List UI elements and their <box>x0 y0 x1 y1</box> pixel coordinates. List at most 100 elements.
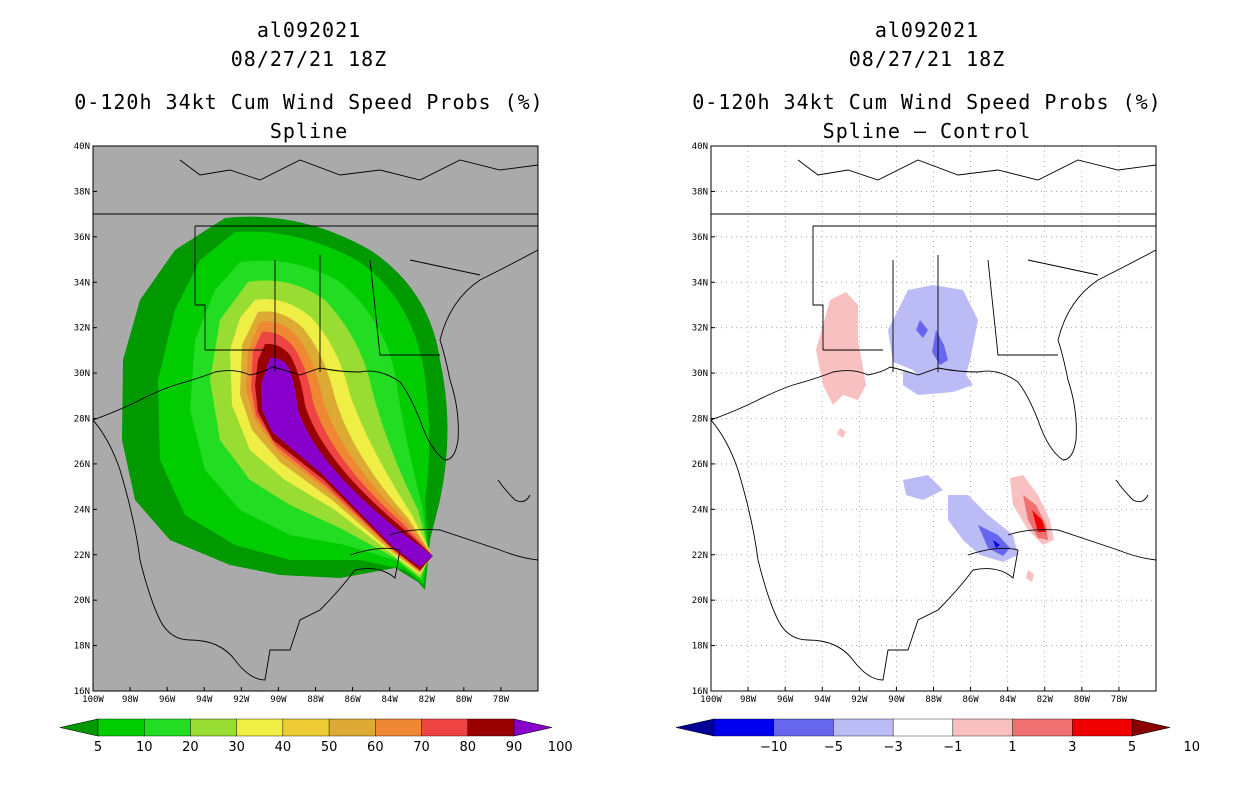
colorbar-swatch <box>1012 718 1073 737</box>
colorbar-label: 50 <box>321 740 338 755</box>
lat-label: 26N <box>692 460 708 470</box>
product-title: 0-120h 34kt Cum Wind Speed Probs (%) <box>692 90 1162 114</box>
difference-panel: al092021 08/27/21 18Z 0-120h 34kt Cum Wi… <box>618 0 1236 800</box>
lon-label: 96W <box>777 695 794 705</box>
colorbar-label: 30 <box>228 740 245 755</box>
colorbar: −10 −5 −3 −1 1 3 5 10 <box>675 718 1200 755</box>
colorbar-label: 10 <box>1183 740 1200 755</box>
lat-label: 18N <box>692 642 708 652</box>
axis-ticks: 16N 18N 20N 22N 24N 26N 28N 30N 32N 34N 36N 38N 40N 1… <box>74 142 510 705</box>
datetime: 08/27/21 18Z <box>848 47 1006 71</box>
lon-label: 78W <box>493 695 510 705</box>
lon-label: 78W <box>1111 695 1128 705</box>
lat-label: 36N <box>692 233 708 243</box>
colorbar-swatch <box>97 718 145 737</box>
colorbar-swatch <box>713 718 774 737</box>
lat-label: 22N <box>692 551 708 561</box>
lon-label: 90W <box>888 695 905 705</box>
colorbar-swatch <box>892 718 954 737</box>
colorbar-label: 10 <box>136 740 153 755</box>
colorbar-swatch <box>773 718 834 737</box>
lon-label: 90W <box>270 695 287 705</box>
map-background <box>711 146 1156 691</box>
coastlines <box>93 159 538 681</box>
colorbar-low-triangle <box>675 718 715 737</box>
colorbar-label: −3 <box>884 740 903 755</box>
colorbar-high-triangle <box>1131 718 1171 737</box>
lon-label: 82W <box>1037 695 1054 705</box>
colorbar-swatch <box>236 718 284 737</box>
lon-label: 88W <box>925 695 942 705</box>
lat-label: 28N <box>692 415 708 425</box>
lat-label: 16N <box>74 687 90 697</box>
colorbar-swatch <box>467 718 515 737</box>
lon-label: 94W <box>196 695 213 705</box>
lat-label: 30N <box>74 369 90 379</box>
storm-id: al092021 <box>874 18 980 42</box>
lat-label: 34N <box>74 278 90 288</box>
colorbar-label: −5 <box>824 740 843 755</box>
product-title: 0-120h 34kt Cum Wind Speed Probs (%) <box>74 90 544 114</box>
lat-label: 38N <box>692 187 708 197</box>
lat-label: 20N <box>692 596 708 606</box>
colorbar-swatch <box>1072 718 1133 737</box>
colorbar-label: 1 <box>1008 740 1016 755</box>
lon-label: 80W <box>456 695 473 705</box>
lon-label: 86W <box>344 695 361 705</box>
lat-label: 16N <box>692 687 708 697</box>
gridlines <box>711 146 1156 691</box>
colorbar-swatch <box>282 718 330 737</box>
panel-subtitle: Spline <box>269 119 349 143</box>
colorbar-label: 60 <box>367 740 384 755</box>
lat-label: 30N <box>692 369 708 379</box>
lat-label: 24N <box>692 505 708 515</box>
colorbar-swatch <box>328 718 376 737</box>
lat-label: 28N <box>74 415 90 425</box>
colorbar-high-triangle <box>513 718 553 737</box>
lon-label: 98W <box>122 695 139 705</box>
lat-label: 26N <box>74 460 90 470</box>
lat-label: 32N <box>74 324 90 334</box>
lon-label: 88W <box>307 695 324 705</box>
colorbar-label: −10 <box>760 740 787 755</box>
lat-label: 18N <box>74 642 90 652</box>
probability-contours <box>122 216 448 590</box>
difference-contours <box>816 285 1054 582</box>
colorbar-label: 70 <box>413 740 430 755</box>
lon-label: 98W <box>740 695 757 705</box>
colorbar-swatch <box>190 718 237 737</box>
lon-label: 94W <box>814 695 831 705</box>
lon-label: 84W <box>382 695 399 705</box>
axis-ticks: 16N 18N 20N 22N 24N 26N 28N 30N 32N 34N 36N 38N 40N 1… <box>692 142 1128 705</box>
spline-panel: al092021 08/27/21 18Z 0-120h 34kt Cum Wi… <box>59 18 573 755</box>
colorbar-label: 20 <box>182 740 199 755</box>
coastlines <box>711 159 1156 681</box>
storm-id: al092021 <box>256 18 362 42</box>
lon-label: 92W <box>233 695 250 705</box>
lat-label: 40N <box>692 142 708 152</box>
colorbar-label: 90 <box>506 740 523 755</box>
colorbar-swatch <box>421 718 468 737</box>
colorbar-low-triangle <box>59 718 99 737</box>
colorbar-label: 40 <box>275 740 292 755</box>
lat-label: 36N <box>74 233 90 243</box>
colorbar-label: 5 <box>1128 740 1136 755</box>
lon-label: 100W <box>82 695 104 705</box>
colorbar-swatch <box>952 718 1013 737</box>
colorbar-swatch <box>375 718 422 737</box>
lat-label: 24N <box>74 505 90 515</box>
colorbar-label: 80 <box>460 740 477 755</box>
lat-label: 40N <box>74 142 90 152</box>
difference-map: 16N 18N 20N 22N 24N 26N 28N 30N 32N 34N 36N 38N 40N 1… <box>675 142 1200 755</box>
lat-label: 20N <box>74 596 90 606</box>
lat-label: 22N <box>74 551 90 561</box>
panel-subtitle: Spline – Control <box>822 119 1032 143</box>
colorbar: 5 10 20 30 40 50 60 70 80 90 100 <box>59 718 573 755</box>
probability-map: 16N 18N 20N 22N 24N 26N 28N 30N 32N 34N 36N 38N 40N 1… <box>59 142 573 755</box>
lon-label: 92W <box>851 695 868 705</box>
lon-label: 84W <box>1000 695 1017 705</box>
lat-label: 34N <box>692 278 708 288</box>
lon-label: 100W <box>700 695 722 705</box>
lon-label: 80W <box>1074 695 1091 705</box>
lat-label: 32N <box>692 324 708 334</box>
